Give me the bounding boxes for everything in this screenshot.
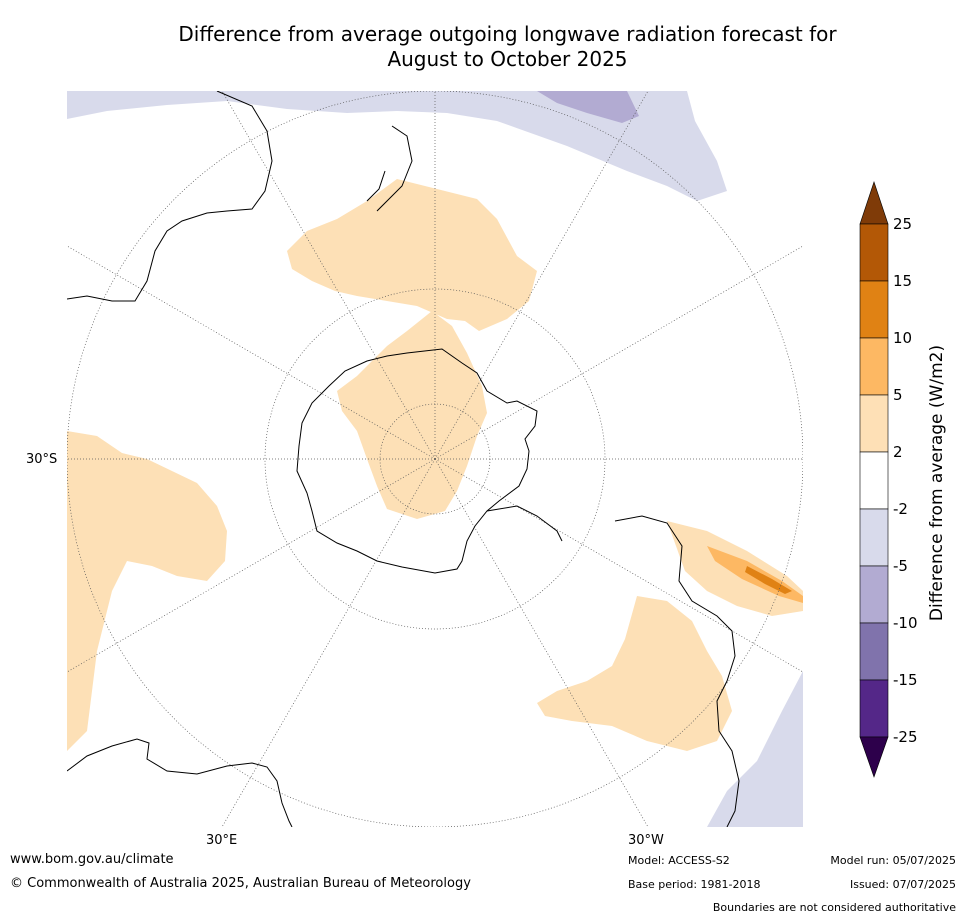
colorbar-band: [859, 508, 889, 567]
map-title: Difference from average outgoing longwav…: [100, 22, 915, 72]
map-svg: [67, 91, 803, 827]
coastline-new-zealand: [366, 125, 413, 212]
anomaly-region-pos-center: [337, 311, 487, 519]
colorbar-tick-label: 10: [893, 329, 913, 347]
footer-issued: Issued: 07/07/2025: [849, 878, 956, 891]
colorbar-tick-label: 5: [893, 386, 903, 404]
colorbar-band: [859, 394, 889, 453]
coastline-antarctic-peninsula: [486, 505, 563, 542]
colorbar-band: [859, 337, 889, 396]
footer-copyright: © Commonwealth of Australia 2025, Austra…: [10, 876, 471, 891]
footer-model-run: Model run: 05/07/2025: [830, 854, 956, 867]
anomaly-region-pos-southeast: [537, 596, 732, 751]
colorbar-band: [859, 565, 889, 624]
colorbar-svg: [859, 181, 889, 778]
meridian-lines: [67, 91, 803, 827]
colorbar-tick-label: 2: [893, 443, 903, 461]
footer-model: Model: ACCESS-S2: [628, 854, 730, 867]
anomaly-region-pos-west: [67, 431, 227, 751]
colorbar-tick-label: -5: [893, 557, 908, 575]
colorbar-band: [859, 451, 889, 510]
colorbar-title: Difference from average (W/m2): [927, 344, 947, 622]
coastlines: [67, 91, 740, 827]
colorbar-band: [859, 223, 889, 282]
colorbar-extend-bottom: [859, 736, 889, 778]
footer-url[interactable]: www.bom.gov.au/climate: [10, 852, 174, 867]
longitude-label-30w: 30°W: [628, 833, 664, 848]
colorbar-band: [859, 679, 889, 738]
anomaly-region-neg-north-strong: [537, 91, 639, 123]
anomaly-region-pos-andes-peak: [745, 566, 792, 594]
coastline-south-america: [614, 515, 740, 827]
coastline-africa: [67, 738, 293, 827]
colorbar: [850, 180, 910, 785]
title-line-2: August to October 2025: [387, 47, 628, 71]
latitude-label-30s: 30°S: [26, 452, 58, 467]
polar-map: [67, 91, 803, 827]
anomaly-region-pos-upper: [287, 179, 537, 331]
colorbar-tick-label: 15: [893, 272, 913, 290]
latitude-circle-60s: [264, 288, 606, 630]
colorbar-band: [859, 280, 889, 339]
longitude-label-30e: 30°E: [206, 833, 238, 848]
coastline-antarctica: [296, 348, 538, 574]
colorbar-tick-label: -10: [893, 614, 918, 632]
footer-base-period: Base period: 1981-2018: [628, 878, 761, 891]
coastline-australia: [67, 91, 273, 302]
colorbar-band: [859, 622, 889, 681]
colorbar-tick-label: -15: [893, 671, 918, 689]
anomaly-region-neg-north: [67, 91, 727, 201]
title-line-1: Difference from average outgoing longwav…: [178, 22, 837, 46]
colorbar-tick-label: -2: [893, 500, 908, 518]
colorbar-tick-label: 25: [893, 215, 913, 233]
colorbar-extend-top: [859, 181, 889, 225]
colorbar-tick-label: -25: [893, 728, 918, 746]
anomaly-region-neg-southeast: [707, 671, 803, 827]
footer-disclaimer: Boundaries are not considered authoritat…: [712, 901, 956, 914]
